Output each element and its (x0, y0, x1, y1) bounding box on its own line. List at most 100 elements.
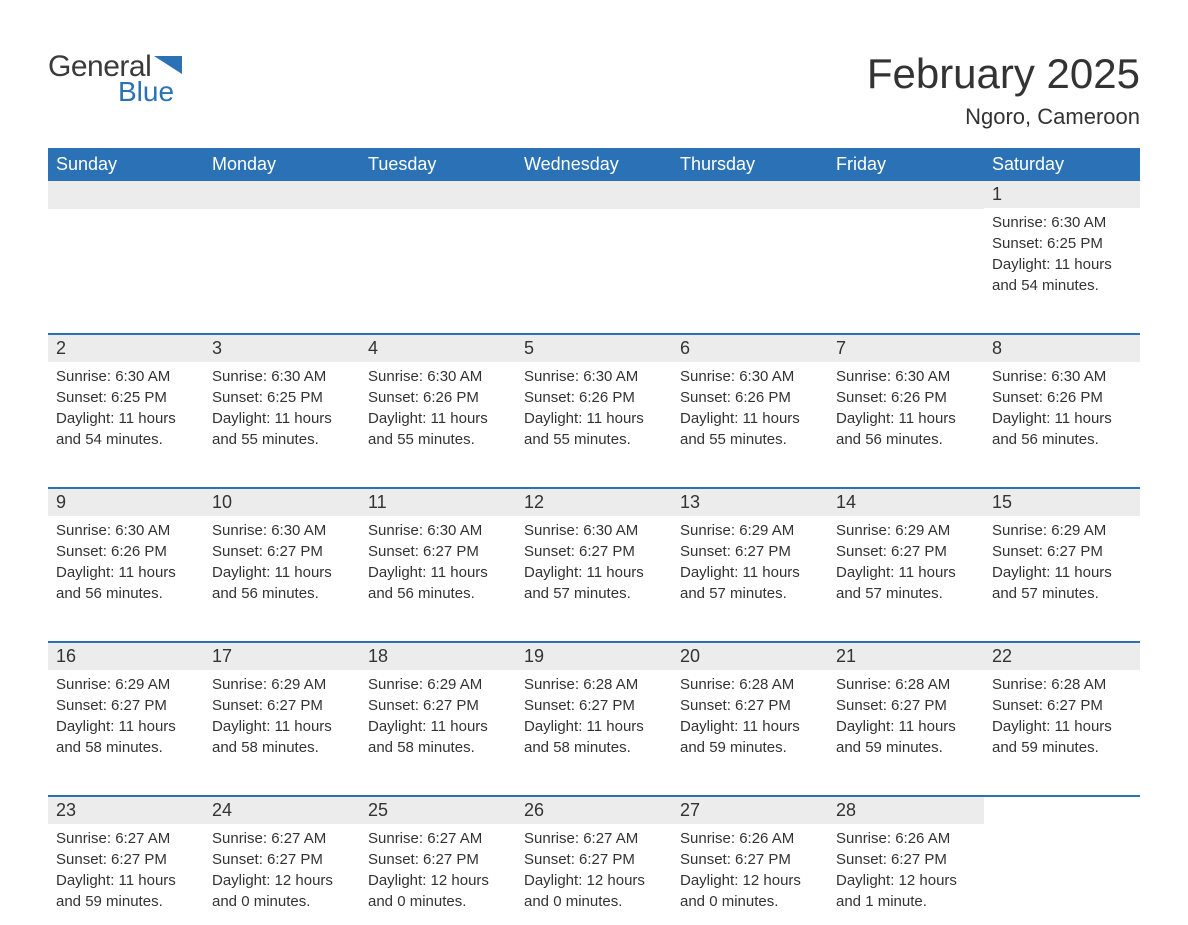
sunset-text: Sunset: 6:27 PM (524, 695, 664, 716)
day-body: Sunrise: 6:27 AMSunset: 6:27 PMDaylight:… (360, 824, 516, 920)
sunrise-text: Sunrise: 6:28 AM (680, 674, 820, 695)
logo-flag-icon (154, 56, 188, 78)
day-cell: 11Sunrise: 6:30 AMSunset: 6:27 PMDayligh… (360, 489, 516, 617)
day-cell: 15Sunrise: 6:29 AMSunset: 6:27 PMDayligh… (984, 489, 1140, 617)
day-number: 1 (984, 181, 1140, 208)
day-number (672, 181, 828, 209)
day-cell (360, 181, 516, 309)
day-cell: 4Sunrise: 6:30 AMSunset: 6:26 PMDaylight… (360, 335, 516, 463)
sunrise-text: Sunrise: 6:29 AM (992, 520, 1132, 541)
logo: General Blue (48, 50, 188, 108)
weeks-container: 1Sunrise: 6:30 AMSunset: 6:25 PMDaylight… (48, 181, 1140, 925)
day-cell: 21Sunrise: 6:28 AMSunset: 6:27 PMDayligh… (828, 643, 984, 771)
day-number: 26 (516, 797, 672, 824)
day-header-tue: Tuesday (360, 148, 516, 181)
day-body: Sunrise: 6:27 AMSunset: 6:27 PMDaylight:… (516, 824, 672, 920)
sunset-text: Sunset: 6:27 PM (836, 541, 976, 562)
day-number: 27 (672, 797, 828, 824)
sunrise-text: Sunrise: 6:30 AM (368, 520, 508, 541)
daylight-text: Daylight: 11 hours and 58 minutes. (368, 716, 508, 758)
daylight-text: Daylight: 11 hours and 56 minutes. (368, 562, 508, 604)
day-body: Sunrise: 6:28 AMSunset: 6:27 PMDaylight:… (984, 670, 1140, 766)
day-number (360, 181, 516, 209)
sunrise-text: Sunrise: 6:28 AM (524, 674, 664, 695)
sunrise-text: Sunrise: 6:29 AM (836, 520, 976, 541)
day-header-wed: Wednesday (516, 148, 672, 181)
day-number: 16 (48, 643, 204, 670)
day-number: 25 (360, 797, 516, 824)
day-body: Sunrise: 6:29 AMSunset: 6:27 PMDaylight:… (672, 516, 828, 612)
week-row: 1Sunrise: 6:30 AMSunset: 6:25 PMDaylight… (48, 181, 1140, 309)
sunset-text: Sunset: 6:26 PM (992, 387, 1132, 408)
daylight-text: Daylight: 11 hours and 59 minutes. (992, 716, 1132, 758)
day-body: Sunrise: 6:30 AMSunset: 6:27 PMDaylight:… (360, 516, 516, 612)
day-header-sat: Saturday (984, 148, 1140, 181)
day-cell: 1Sunrise: 6:30 AMSunset: 6:25 PMDaylight… (984, 181, 1140, 309)
day-body: Sunrise: 6:30 AMSunset: 6:27 PMDaylight:… (516, 516, 672, 612)
sunrise-text: Sunrise: 6:30 AM (524, 366, 664, 387)
day-body: Sunrise: 6:30 AMSunset: 6:26 PMDaylight:… (828, 362, 984, 458)
daylight-text: Daylight: 12 hours and 0 minutes. (212, 870, 352, 912)
day-body: Sunrise: 6:29 AMSunset: 6:27 PMDaylight:… (204, 670, 360, 766)
daylight-text: Daylight: 11 hours and 55 minutes. (212, 408, 352, 450)
sunset-text: Sunset: 6:27 PM (212, 849, 352, 870)
day-cell: 7Sunrise: 6:30 AMSunset: 6:26 PMDaylight… (828, 335, 984, 463)
day-body: Sunrise: 6:30 AMSunset: 6:25 PMDaylight:… (204, 362, 360, 458)
sunset-text: Sunset: 6:27 PM (836, 849, 976, 870)
sunset-text: Sunset: 6:26 PM (680, 387, 820, 408)
sunrise-text: Sunrise: 6:30 AM (680, 366, 820, 387)
day-cell: 16Sunrise: 6:29 AMSunset: 6:27 PMDayligh… (48, 643, 204, 771)
daylight-text: Daylight: 11 hours and 59 minutes. (680, 716, 820, 758)
day-cell: 25Sunrise: 6:27 AMSunset: 6:27 PMDayligh… (360, 797, 516, 925)
sunset-text: Sunset: 6:27 PM (992, 695, 1132, 716)
sunset-text: Sunset: 6:27 PM (680, 849, 820, 870)
day-cell (984, 797, 1140, 925)
sunrise-text: Sunrise: 6:27 AM (368, 828, 508, 849)
day-body: Sunrise: 6:27 AMSunset: 6:27 PMDaylight:… (204, 824, 360, 920)
daylight-text: Daylight: 12 hours and 0 minutes. (368, 870, 508, 912)
week-gap (48, 771, 1140, 795)
week-gap (48, 463, 1140, 487)
day-body: Sunrise: 6:29 AMSunset: 6:27 PMDaylight:… (984, 516, 1140, 612)
sunrise-text: Sunrise: 6:30 AM (836, 366, 976, 387)
daylight-text: Daylight: 11 hours and 56 minutes. (56, 562, 196, 604)
day-cell: 10Sunrise: 6:30 AMSunset: 6:27 PMDayligh… (204, 489, 360, 617)
day-cell (828, 181, 984, 309)
day-cell: 13Sunrise: 6:29 AMSunset: 6:27 PMDayligh… (672, 489, 828, 617)
sunrise-text: Sunrise: 6:27 AM (212, 828, 352, 849)
day-number: 8 (984, 335, 1140, 362)
day-body: Sunrise: 6:30 AMSunset: 6:27 PMDaylight:… (204, 516, 360, 612)
day-number: 7 (828, 335, 984, 362)
sunset-text: Sunset: 6:27 PM (212, 541, 352, 562)
daylight-text: Daylight: 12 hours and 0 minutes. (680, 870, 820, 912)
daylight-text: Daylight: 11 hours and 54 minutes. (992, 254, 1132, 296)
sunset-text: Sunset: 6:27 PM (524, 541, 664, 562)
week-row: 9Sunrise: 6:30 AMSunset: 6:26 PMDaylight… (48, 487, 1140, 617)
day-number: 13 (672, 489, 828, 516)
title-block: February 2025 Ngoro, Cameroon (867, 50, 1140, 130)
day-number: 3 (204, 335, 360, 362)
day-number: 23 (48, 797, 204, 824)
day-number: 12 (516, 489, 672, 516)
day-body: Sunrise: 6:28 AMSunset: 6:27 PMDaylight:… (516, 670, 672, 766)
sunset-text: Sunset: 6:26 PM (56, 541, 196, 562)
day-header-thu: Thursday (672, 148, 828, 181)
day-cell (204, 181, 360, 309)
day-body: Sunrise: 6:26 AMSunset: 6:27 PMDaylight:… (828, 824, 984, 920)
daylight-text: Daylight: 11 hours and 56 minutes. (992, 408, 1132, 450)
day-cell: 26Sunrise: 6:27 AMSunset: 6:27 PMDayligh… (516, 797, 672, 925)
sunset-text: Sunset: 6:25 PM (56, 387, 196, 408)
day-cell: 19Sunrise: 6:28 AMSunset: 6:27 PMDayligh… (516, 643, 672, 771)
sunset-text: Sunset: 6:26 PM (836, 387, 976, 408)
day-cell: 3Sunrise: 6:30 AMSunset: 6:25 PMDaylight… (204, 335, 360, 463)
day-header-sun: Sunday (48, 148, 204, 181)
sunset-text: Sunset: 6:27 PM (524, 849, 664, 870)
sunrise-text: Sunrise: 6:29 AM (368, 674, 508, 695)
day-header-row: Sunday Monday Tuesday Wednesday Thursday… (48, 148, 1140, 181)
day-number (828, 181, 984, 209)
sunset-text: Sunset: 6:27 PM (368, 541, 508, 562)
day-body: Sunrise: 6:27 AMSunset: 6:27 PMDaylight:… (48, 824, 204, 920)
sunset-text: Sunset: 6:27 PM (56, 695, 196, 716)
location-label: Ngoro, Cameroon (867, 104, 1140, 130)
sunrise-text: Sunrise: 6:30 AM (212, 520, 352, 541)
